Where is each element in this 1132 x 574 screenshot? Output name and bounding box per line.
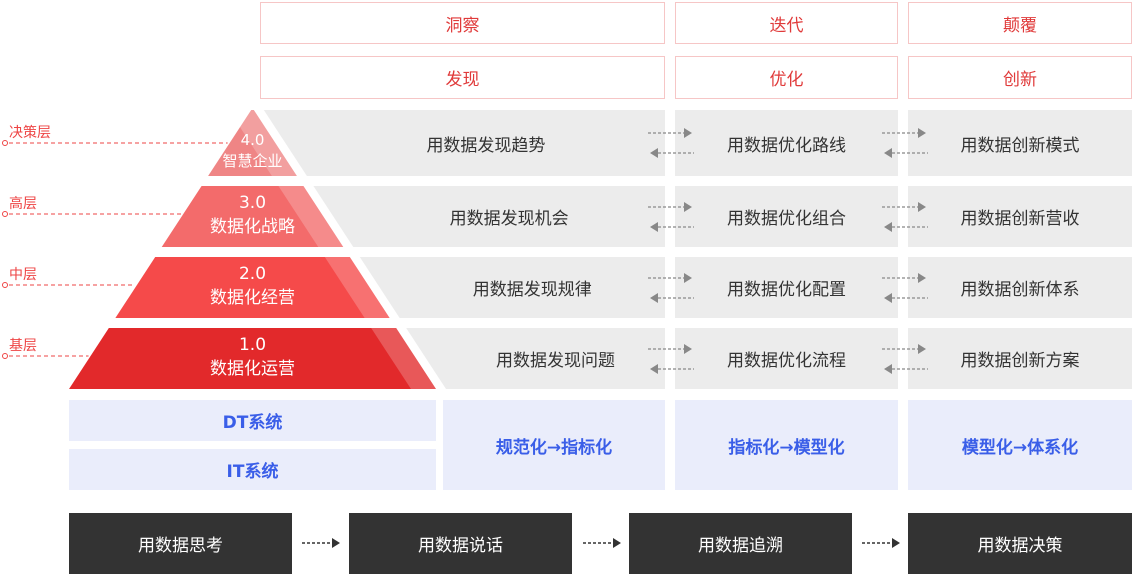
optimize-cell: 用数据优化流程 — [675, 328, 898, 389]
level-version: 1.0 — [238, 335, 267, 355]
header-disrupt: 颠覆 — [908, 2, 1132, 44]
level-version: 4.0 — [240, 131, 265, 149]
level-marker-icon — [2, 353, 8, 359]
flow-arrow-icon — [302, 538, 340, 548]
pyramid-label: 3.0 数据化战略 — [173, 192, 333, 240]
row-background — [406, 328, 665, 389]
flow-trace: 用数据追溯 — [629, 513, 852, 574]
optimize-cell: 用数据优化配置 — [675, 257, 898, 318]
transform-1: 规范化→指标化 — [443, 400, 665, 490]
innovate-cell: 用数据创新营收 — [908, 186, 1132, 247]
level-label: 基层 — [9, 338, 37, 354]
level-version: 2.0 — [238, 264, 267, 284]
bidirectional-arrow-icon — [882, 272, 928, 303]
innovate-cell: 用数据创新方案 — [908, 328, 1132, 389]
discover-cell: 用数据发现趋势 — [426, 135, 546, 156]
innovate-cell: 用数据创新模式 — [908, 110, 1132, 176]
pyramid-label: 4.0 智慧企业 — [173, 130, 333, 172]
discover-cell: 用数据发现机会 — [449, 209, 569, 229]
row-background — [359, 257, 665, 318]
pyramid-diagram — [2, 110, 665, 389]
level-name: 数据化经营 — [210, 287, 295, 308]
innovate-cell: 用数据创新体系 — [908, 257, 1132, 318]
header-discover: 发现 — [260, 56, 665, 99]
bidirectional-arrow-icon — [882, 343, 928, 374]
header-innovate: 创新 — [908, 56, 1132, 99]
bidirectional-arrow-icon — [648, 343, 694, 374]
header-optimize: 优化 — [675, 56, 898, 99]
header-insight: 洞察 — [260, 2, 665, 44]
flow-speak: 用数据说话 — [349, 513, 572, 574]
flow-think: 用数据思考 — [69, 513, 292, 574]
pyramid-layer — [69, 328, 436, 389]
header-iterate: 迭代 — [675, 2, 898, 44]
level-marker-icon — [2, 211, 8, 217]
pyramid-label: 1.0 数据化运营 — [173, 334, 333, 382]
level-version: 3.0 — [238, 193, 267, 213]
optimize-cell: 用数据优化路线 — [675, 110, 898, 176]
level-marker-icon — [2, 140, 8, 146]
level-marker-icon — [2, 282, 8, 288]
flow-arrow-icon — [862, 538, 900, 548]
pyramid-shade — [324, 257, 390, 318]
level-label: 中层 — [9, 267, 37, 283]
level-label: 决策层 — [9, 125, 51, 141]
bidirectional-arrow-icon — [882, 128, 928, 158]
pyramid-shade — [228, 110, 297, 176]
pyramid-label: 2.0 数据化经营 — [173, 263, 333, 311]
level-name: 数据化运营 — [210, 358, 295, 379]
dt-system: DT系统 — [69, 400, 436, 441]
flow-arrow-icon — [583, 538, 621, 548]
bidirectional-arrow-icon — [648, 128, 694, 158]
row-background — [263, 110, 665, 176]
pyramid-layer — [115, 257, 390, 318]
row-background — [313, 186, 665, 247]
transform-2: 指标化→模型化 — [675, 400, 898, 490]
bidirectional-arrow-icon — [882, 201, 928, 232]
level-name: 智慧企业 — [222, 152, 283, 170]
pyramid-layer — [208, 110, 297, 176]
discover-cell: 用数据发现问题 — [495, 351, 615, 371]
bidirectional-arrow-icon — [648, 272, 694, 303]
level-label: 高层 — [9, 196, 37, 212]
bidirectional-arrow-icon — [648, 201, 694, 232]
discover-cell: 用数据发现规律 — [472, 280, 592, 300]
transform-3: 模型化→体系化 — [908, 400, 1132, 490]
level-name: 数据化战略 — [210, 216, 295, 237]
optimize-cell: 用数据优化组合 — [675, 186, 898, 247]
flow-decide: 用数据决策 — [908, 513, 1132, 574]
it-system: IT系统 — [69, 449, 436, 490]
pyramid-shade — [278, 186, 344, 247]
pyramid-layer — [161, 186, 344, 247]
pyramid-shade — [371, 328, 436, 389]
